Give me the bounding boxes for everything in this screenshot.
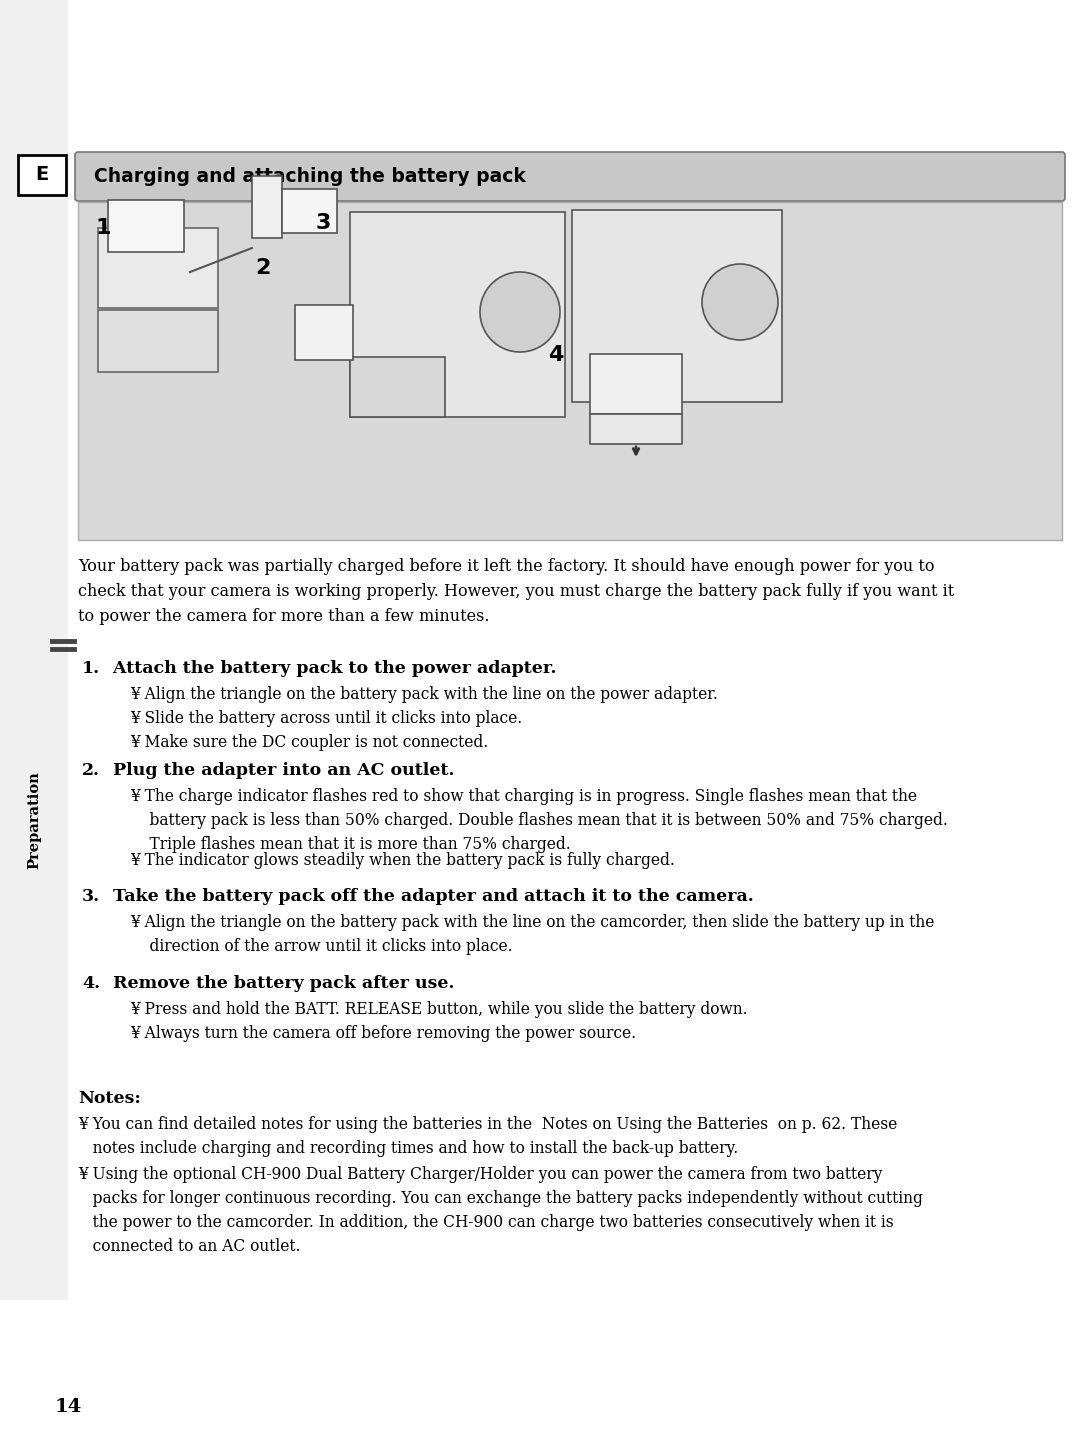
Text: E: E: [36, 165, 49, 184]
Bar: [590, 354, 681, 414]
Text: Attach the battery pack to the power adapter.: Attach the battery pack to the power ada…: [107, 661, 556, 676]
Bar: [98, 309, 218, 373]
Text: 3: 3: [316, 213, 332, 233]
Text: Notes:: Notes:: [78, 1089, 140, 1107]
Text: 14: 14: [55, 1399, 82, 1416]
Text: ¥ The indicator glows steadily when the battery pack is fully charged.: ¥ The indicator glows steadily when the …: [130, 852, 675, 869]
Bar: [350, 212, 565, 417]
Text: Remove the battery pack after use.: Remove the battery pack after use.: [107, 976, 455, 991]
Text: 2: 2: [255, 258, 270, 278]
Text: ¥ Press and hold the BATT. RELEASE button, while you slide the battery down.: ¥ Press and hold the BATT. RELEASE butto…: [130, 1002, 747, 1017]
Bar: [78, 201, 1062, 540]
Bar: [18, 155, 66, 196]
Text: 3.: 3.: [82, 888, 100, 905]
Bar: [252, 176, 282, 237]
Text: ¥ Align the triangle on the battery pack with the line on the camcorder, then sl: ¥ Align the triangle on the battery pack…: [130, 914, 934, 955]
Text: Your battery pack was partially charged before it left the factory. It should ha: Your battery pack was partially charged …: [78, 558, 955, 625]
Text: ¥ Using the optional CH-900 Dual Battery Charger/Holder you can power the camera: ¥ Using the optional CH-900 Dual Battery…: [78, 1166, 923, 1255]
Bar: [108, 200, 184, 252]
Text: ¥ Always turn the camera off before removing the power source.: ¥ Always turn the camera off before remo…: [130, 1025, 636, 1042]
Text: 4: 4: [548, 345, 564, 366]
Bar: [282, 189, 337, 233]
Text: Plug the adapter into an AC outlet.: Plug the adapter into an AC outlet.: [107, 763, 455, 778]
Text: 1: 1: [95, 217, 110, 237]
Bar: [350, 357, 445, 417]
Text: ¥ Make sure the DC coupler is not connected.: ¥ Make sure the DC coupler is not connec…: [130, 734, 488, 751]
Text: ¥ You can find detailed notes for using the batteries in the  Notes on Using the: ¥ You can find detailed notes for using …: [78, 1117, 897, 1157]
Text: 4.: 4.: [82, 976, 100, 991]
Bar: [590, 414, 681, 445]
Bar: [98, 227, 218, 308]
Text: 1.: 1.: [82, 661, 100, 676]
Text: Take the battery pack off the adapter and attach it to the camera.: Take the battery pack off the adapter an…: [107, 888, 754, 905]
Text: ¥ Slide the battery across until it clicks into place.: ¥ Slide the battery across until it clic…: [130, 709, 523, 727]
Text: ¥ Align the triangle on the battery pack with the line on the power adapter.: ¥ Align the triangle on the battery pack…: [130, 686, 718, 704]
Bar: [572, 210, 782, 401]
Text: 2.: 2.: [82, 763, 100, 778]
Text: Charging and attaching the battery pack: Charging and attaching the battery pack: [94, 167, 526, 186]
Text: ¥ The charge indicator flashes red to show that charging is in progress. Single : ¥ The charge indicator flashes red to sh…: [130, 789, 948, 853]
Text: Preparation: Preparation: [27, 771, 41, 869]
Circle shape: [702, 263, 778, 340]
FancyBboxPatch shape: [75, 153, 1065, 201]
Circle shape: [480, 272, 561, 353]
Bar: [295, 305, 353, 360]
Bar: [0, 0, 68, 1299]
